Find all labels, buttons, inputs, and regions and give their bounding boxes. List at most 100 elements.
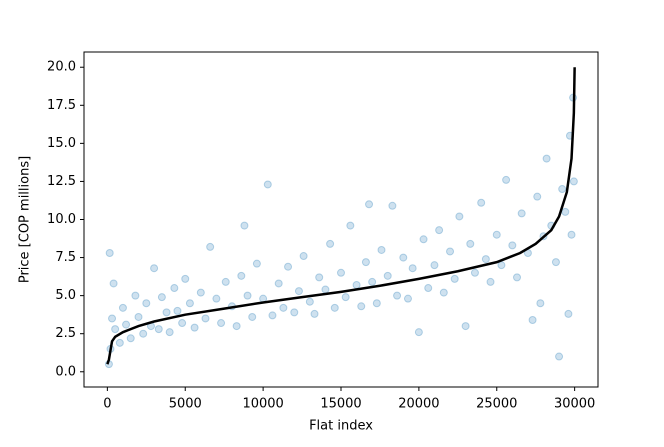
scatter-point bbox=[170, 284, 179, 293]
scatter-point bbox=[403, 294, 412, 303]
scatter-point bbox=[150, 264, 159, 273]
scatter-point bbox=[377, 245, 386, 254]
scatter-point bbox=[408, 264, 417, 273]
scatter-point bbox=[134, 312, 143, 321]
scatter-point bbox=[154, 325, 163, 334]
scatter-point bbox=[111, 325, 120, 334]
scatter-point bbox=[157, 293, 166, 302]
scatter-point bbox=[399, 253, 408, 262]
scatter-point bbox=[240, 221, 249, 230]
scatter-point bbox=[567, 230, 576, 239]
scatter-point bbox=[455, 212, 464, 221]
y-tick-label: 15.0 bbox=[47, 136, 76, 151]
scatter-point bbox=[185, 299, 194, 308]
scatter-point bbox=[139, 329, 148, 338]
scatter-point bbox=[232, 322, 241, 331]
scatter-point bbox=[248, 312, 257, 321]
scatter-point bbox=[162, 308, 171, 317]
scatter-point bbox=[279, 303, 288, 312]
scatter-point bbox=[206, 242, 215, 251]
y-tick-label: 5.0 bbox=[55, 288, 76, 303]
scatter-point bbox=[466, 239, 475, 248]
scatter-point bbox=[252, 259, 261, 268]
y-axis-label: Price [COP millions] bbox=[18, 156, 33, 283]
scatter-point bbox=[555, 352, 564, 361]
scatter-point bbox=[365, 200, 374, 209]
scatter-point bbox=[564, 309, 573, 318]
scatter-point bbox=[561, 207, 570, 216]
scatter-point bbox=[105, 249, 114, 257]
scatter-point bbox=[196, 288, 205, 297]
scatter-point bbox=[178, 319, 187, 328]
scatter-point bbox=[383, 271, 392, 280]
scatter-point bbox=[284, 262, 293, 271]
scatter-point bbox=[341, 293, 350, 302]
scatter-point bbox=[263, 180, 272, 189]
scatter-point bbox=[486, 277, 495, 286]
scatter-point bbox=[368, 277, 377, 286]
scatter-point bbox=[346, 221, 355, 230]
scatter-point bbox=[446, 247, 455, 256]
scatter-point bbox=[299, 252, 308, 261]
scatter-point bbox=[393, 291, 402, 300]
scatter-point bbox=[310, 309, 319, 318]
scatter-point bbox=[122, 320, 131, 329]
scatter-point bbox=[419, 235, 428, 244]
scatter-point bbox=[108, 314, 117, 323]
scatter-point bbox=[268, 311, 277, 320]
scatter-point bbox=[461, 322, 470, 331]
scatter-point bbox=[357, 302, 366, 311]
scatter-point bbox=[165, 328, 174, 337]
y-tick-label: 0.0 bbox=[55, 364, 76, 379]
x-tick-label: 5000 bbox=[169, 397, 202, 412]
scatter-point bbox=[477, 198, 486, 207]
y-tick-label: 20.0 bbox=[47, 60, 76, 75]
scatter-point bbox=[502, 175, 511, 184]
scatter-point bbox=[212, 294, 221, 303]
x-tick-label: 25000 bbox=[476, 397, 517, 412]
scatter-point bbox=[305, 297, 314, 306]
scatter-point bbox=[181, 274, 190, 283]
scatter-point bbox=[513, 273, 522, 282]
scatter-point bbox=[508, 241, 517, 250]
scatter-point bbox=[470, 268, 479, 277]
scatter-point bbox=[528, 316, 537, 324]
scatter-point bbox=[221, 277, 230, 286]
scatter-point bbox=[536, 299, 545, 308]
scatter-point bbox=[115, 338, 124, 347]
scatter-point bbox=[424, 284, 433, 293]
y-tick-label: 12.5 bbox=[47, 174, 76, 189]
scatter-point bbox=[217, 319, 226, 328]
scatter-point bbox=[118, 303, 127, 312]
scatter-point bbox=[435, 226, 444, 235]
scatter-point bbox=[352, 280, 361, 289]
x-tick-label: 0 bbox=[103, 397, 111, 412]
scatter-point bbox=[126, 334, 135, 343]
x-tick-label: 30000 bbox=[554, 397, 595, 412]
scatter-point bbox=[533, 192, 542, 201]
scatter-point bbox=[330, 303, 339, 312]
scatter-point bbox=[517, 209, 526, 218]
scatter-point bbox=[237, 271, 246, 280]
scatter-point bbox=[315, 273, 324, 282]
scatter-point bbox=[337, 268, 345, 277]
scatter-point bbox=[201, 314, 210, 323]
x-axis-label: Flat index bbox=[309, 419, 373, 434]
x-tick-label: 15000 bbox=[320, 397, 361, 412]
scatter-point bbox=[558, 185, 567, 194]
scatter-point bbox=[439, 288, 448, 297]
scatter-point bbox=[569, 177, 578, 186]
scatter-point bbox=[321, 285, 330, 294]
y-tick-label: 10.0 bbox=[47, 212, 76, 227]
scatter-point bbox=[450, 274, 459, 283]
x-tick-label: 10000 bbox=[242, 397, 283, 412]
scatter-point bbox=[542, 154, 551, 163]
scatter-point bbox=[290, 308, 299, 317]
scatter-point bbox=[274, 279, 283, 288]
scatter-point bbox=[361, 258, 370, 267]
y-tick-label: 17.5 bbox=[47, 98, 76, 113]
scatter-point bbox=[551, 258, 560, 267]
scatter-point bbox=[190, 323, 199, 332]
